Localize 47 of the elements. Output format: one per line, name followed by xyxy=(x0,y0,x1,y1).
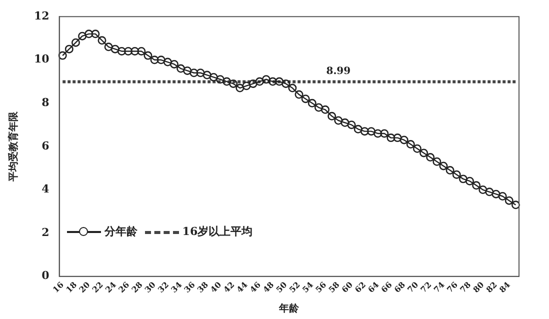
x-tick-label: 84 xyxy=(497,279,512,294)
x-tick-label: 44 xyxy=(234,279,250,294)
x-tick-label: 66 xyxy=(378,279,394,294)
x-tick-label: 46 xyxy=(248,279,263,294)
y-axis-title: 平均受教育年限 xyxy=(8,110,20,182)
x-tick-label: 38 xyxy=(195,279,210,294)
x-tick-label: 54 xyxy=(300,279,316,294)
x-tick-label: 20 xyxy=(76,279,92,294)
x-tick-label: 26 xyxy=(116,279,132,294)
x-tick-label: 48 xyxy=(260,279,276,294)
x-tick-label: 30 xyxy=(142,279,158,294)
x-tick-label: 32 xyxy=(156,280,171,294)
x-tick-label: 76 xyxy=(444,279,460,294)
x-tick-label: 82 xyxy=(484,280,499,294)
x-tick-label: 62 xyxy=(352,280,368,294)
y-tick-label: 6 xyxy=(42,139,50,152)
y-tick-label: 0 xyxy=(42,269,50,282)
x-axis-title: 年龄 xyxy=(278,302,300,315)
x-tick-label: 40 xyxy=(208,279,224,294)
x-tick-label: 24 xyxy=(103,279,118,294)
x-tick-label: 68 xyxy=(392,279,408,294)
y-tick-label: 2 xyxy=(42,226,50,239)
x-tick-label: 28 xyxy=(129,279,145,294)
x-tick-label: 16 xyxy=(50,279,66,294)
x-tick-label: 78 xyxy=(458,279,473,294)
x-tick-label: 60 xyxy=(339,279,355,294)
x-tick-label: 74 xyxy=(431,279,447,294)
y-tick-label: 8 xyxy=(42,96,50,110)
y-tick-label: 12 xyxy=(34,9,50,22)
y-tick-label: 10 xyxy=(34,52,50,66)
x-tick-label: 56 xyxy=(313,279,328,294)
x-tick-label: 70 xyxy=(405,279,420,294)
legend-label: 16岁以上平均 xyxy=(182,224,253,240)
x-tick-label: 34 xyxy=(168,279,184,294)
x-tick-label: 50 xyxy=(274,279,290,294)
x-tick-label: 80 xyxy=(470,279,486,294)
x-tick-label: 64 xyxy=(366,279,381,294)
x-tick-label: 72 xyxy=(418,280,434,294)
x-tick-label: 36 xyxy=(182,279,198,294)
x-tick-label: 58 xyxy=(326,279,342,294)
annotation: 8.99 xyxy=(326,66,351,77)
x-tick-label: 42 xyxy=(221,280,236,294)
x-tick-label: 52 xyxy=(286,280,302,294)
y-tick-label: 4 xyxy=(42,182,50,196)
legend-label: 分年龄 xyxy=(104,224,138,240)
x-tick-label: 22 xyxy=(90,280,105,294)
x-tick-label: 18 xyxy=(64,279,79,294)
